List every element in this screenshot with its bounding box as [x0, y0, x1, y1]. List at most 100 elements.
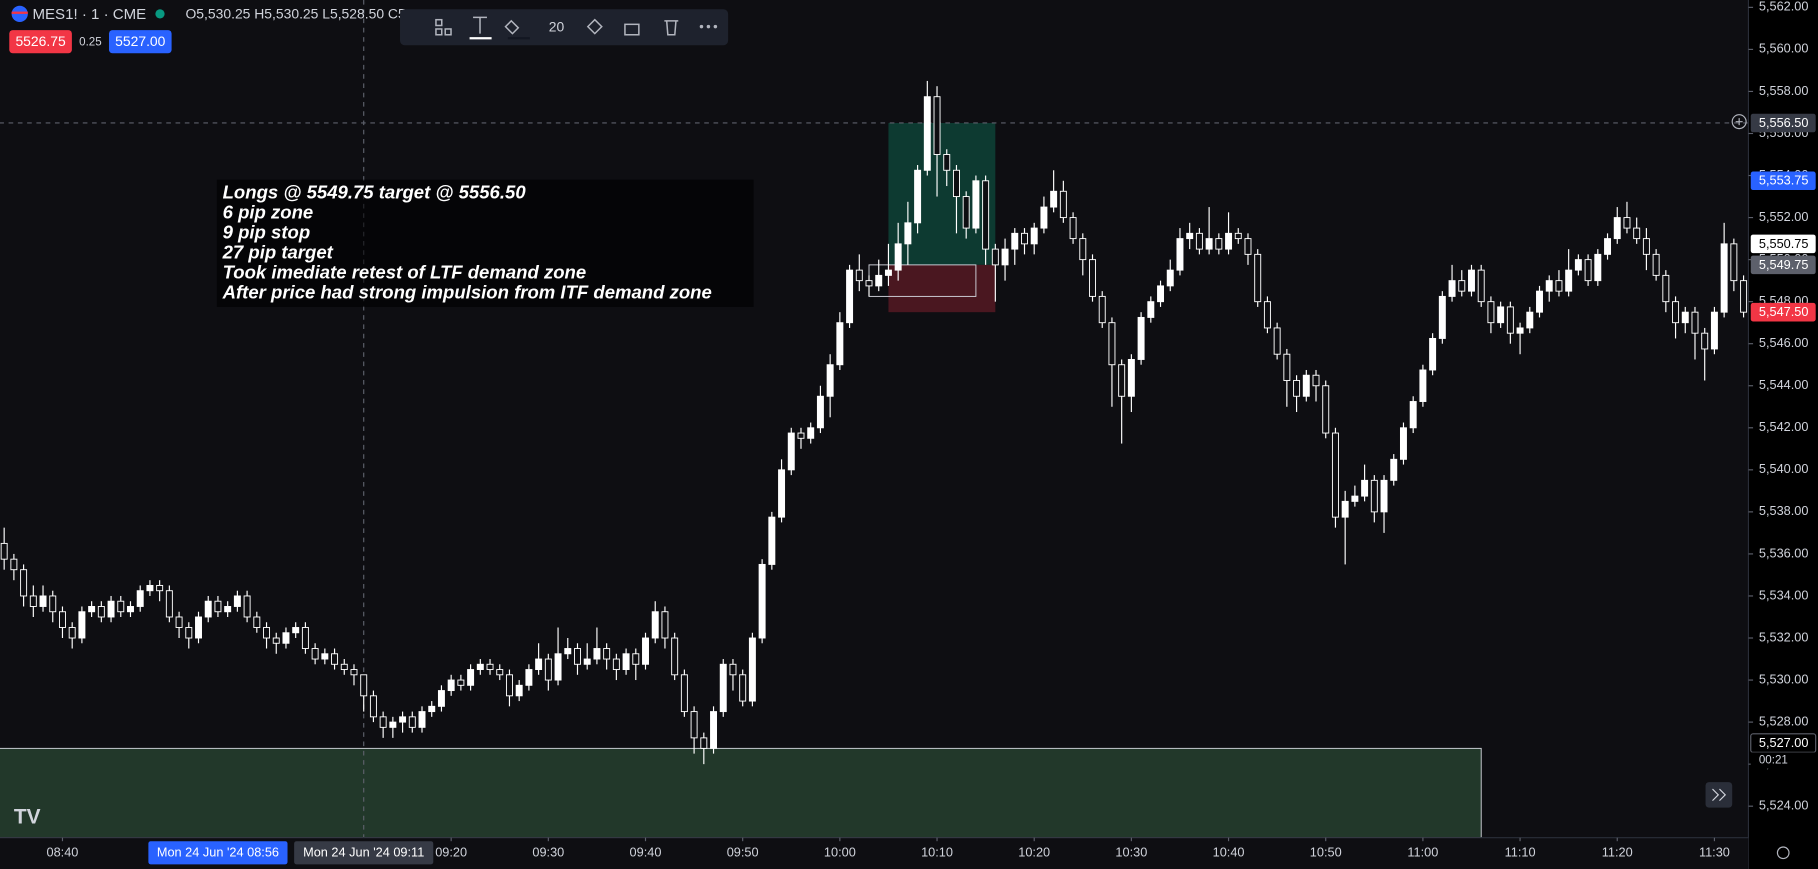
candle-body [661, 611, 669, 639]
candle-body [1069, 217, 1077, 240]
candle-body [1341, 500, 1349, 518]
candle-body [603, 648, 611, 660]
settings-icon[interactable] [1776, 846, 1790, 860]
candle-body [282, 632, 290, 644]
price-label-box [1750, 171, 1816, 191]
candle-body [428, 705, 436, 713]
text-color-icon[interactable] [473, 16, 487, 34]
candle-body [204, 600, 212, 618]
sell-button[interactable] [9, 30, 72, 54]
candle-body [515, 684, 523, 697]
x-tick-label: 11:20 [1602, 845, 1633, 860]
crosshair-add[interactable] [1731, 114, 1747, 130]
candle-body [1574, 259, 1582, 271]
candle-body [136, 590, 144, 607]
more-icon[interactable] [699, 24, 704, 29]
candle-body [1497, 306, 1505, 324]
template-icon[interactable] [435, 18, 443, 27]
candle-body [1079, 238, 1087, 261]
candle-body [535, 658, 543, 671]
y-tick-label: 5,546.00 [1759, 335, 1809, 350]
symbol[interactable]: MES1! · 1 · CME [32, 6, 146, 23]
countdown: 00:21 [1759, 755, 1788, 767]
note-box [216, 179, 754, 308]
y-tick-label: 5,524.00 [1759, 798, 1809, 813]
candle-body [544, 658, 552, 681]
x-tick-label: 11:00 [1407, 845, 1438, 860]
axes: 5,524.005,526.005,528.005,530.005,532.00… [47, 0, 1817, 865]
candle-body [1030, 227, 1038, 245]
candle-body [1263, 301, 1271, 329]
y-tick-label: 5,530.00 [1759, 671, 1809, 686]
bid[interactable]: 5526.75 [15, 33, 66, 49]
buy-button[interactable] [108, 30, 172, 54]
candle-body [272, 637, 280, 644]
candle-body [1720, 243, 1728, 313]
candle-body [622, 653, 630, 671]
candle-body [117, 600, 125, 613]
candle-body [1312, 374, 1320, 387]
candle-body [943, 154, 951, 171]
y-tick-label: 5,534.00 [1759, 587, 1809, 602]
template-icon [435, 28, 443, 36]
y-tick-label: 5,542.00 [1759, 419, 1809, 434]
stop-zone [888, 264, 996, 313]
candle-body [1302, 374, 1310, 397]
candle-body [1293, 380, 1301, 397]
candle-body [1215, 238, 1223, 250]
note-line: 6 pip zone [223, 201, 314, 222]
candle-body [1322, 385, 1330, 434]
candle-body [253, 616, 261, 628]
lock-icon[interactable] [624, 23, 640, 36]
price-label: 5,547.50 [1759, 304, 1809, 319]
candle-body [807, 427, 815, 439]
scroll-icon [1712, 788, 1727, 802]
x-tick-label: 09:30 [532, 845, 564, 860]
candle-body [1021, 232, 1028, 245]
price-axis [1748, 0, 1818, 869]
y-tick-label: 5,536.00 [1759, 545, 1809, 560]
x-tick-label: 10:50 [1310, 845, 1342, 860]
x-tick-label: 11:30 [1699, 845, 1730, 860]
note-line: 27 pip target [222, 242, 334, 263]
fill-icon[interactable] [504, 19, 520, 35]
font-size[interactable]: 20 [549, 18, 565, 34]
candle-body [690, 711, 698, 739]
candle-body [350, 669, 358, 676]
candle-body [1710, 311, 1718, 350]
candle-body [437, 690, 445, 707]
candle-body [1681, 311, 1689, 324]
candle-body [1506, 306, 1514, 334]
y-tick-label: 5,552.00 [1759, 209, 1809, 224]
time-label-box [294, 841, 434, 865]
candle-body [1477, 269, 1485, 303]
template-icon [444, 28, 452, 36]
candle-body [1050, 190, 1058, 208]
candle-body [1526, 311, 1534, 329]
candle-body [408, 716, 416, 728]
delete-icon[interactable] [664, 20, 679, 36]
y-tick-label: 5,562.00 [1759, 0, 1809, 14]
candle-body [1516, 327, 1524, 334]
candle-body [1244, 238, 1252, 255]
y-tick-label: 5,560.00 [1759, 41, 1809, 56]
settings-icon[interactable] [586, 18, 603, 35]
candle-body [952, 169, 960, 198]
candle-body [49, 595, 57, 613]
countdown-box [1750, 752, 1816, 769]
ask[interactable]: 5527.00 [115, 33, 166, 49]
candle-body [1438, 295, 1446, 339]
candle-body [68, 627, 76, 639]
candle-body [1147, 301, 1155, 318]
candle-body [1399, 427, 1407, 460]
candle-body [1011, 232, 1019, 250]
price-label-box [1750, 255, 1816, 275]
price-label-box [1750, 302, 1816, 322]
candle-body [1351, 495, 1359, 502]
candle-body [1059, 190, 1067, 219]
x-tick-label: 10:10 [921, 845, 953, 860]
candle-body [612, 658, 620, 671]
candle-body [58, 611, 66, 628]
candle-body [1429, 337, 1437, 371]
